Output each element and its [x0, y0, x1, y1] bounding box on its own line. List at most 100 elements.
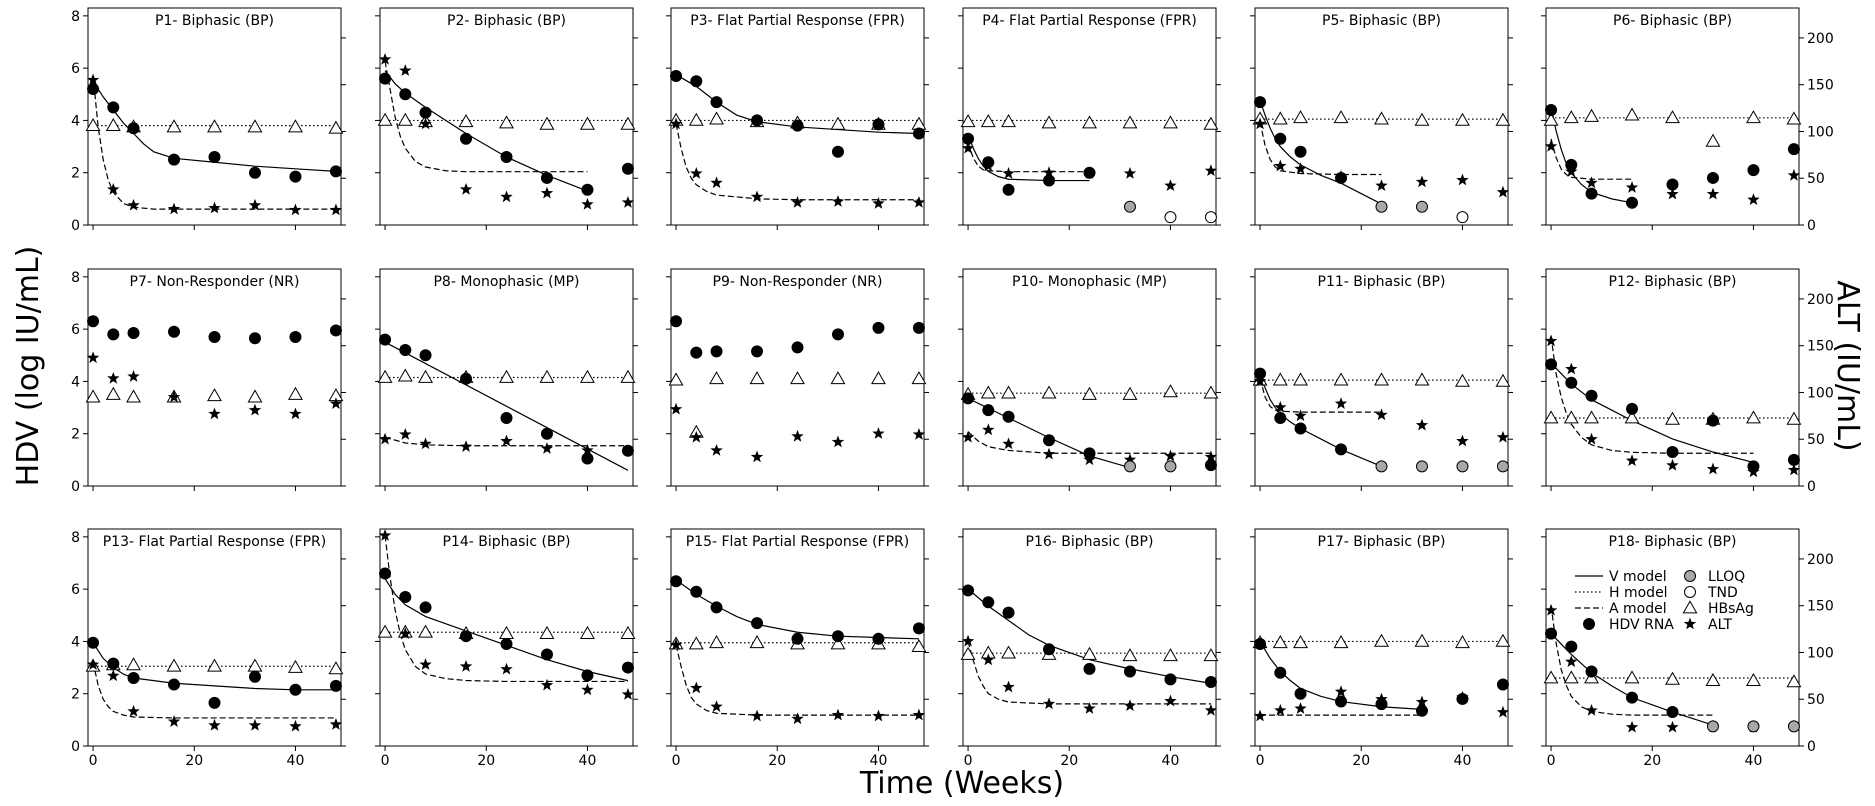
hbsag-point — [418, 624, 434, 638]
hdv-rna-point — [1274, 412, 1287, 425]
lloq-point — [1123, 460, 1136, 473]
alt-point — [459, 660, 473, 672]
y-left-tick-label: 8 — [71, 270, 80, 286]
tnd-point — [1164, 211, 1177, 224]
hbsag-point — [1122, 386, 1138, 400]
hdv-rna-point — [289, 683, 302, 696]
hdv-rna-point — [127, 672, 140, 685]
y-left-tick-label: 6 — [71, 322, 80, 338]
lloq-point-legend — [1684, 570, 1696, 582]
hbsag-point — [1624, 107, 1640, 121]
panel-17: P17- Biphasic (BP) 0 20 40 — [1250, 528, 1513, 769]
hdv-rna-point — [581, 452, 594, 465]
v-model-line — [1259, 100, 1382, 205]
alt-point — [1565, 362, 1578, 375]
alt-point — [540, 678, 554, 691]
y-left-tick-label: 0 — [71, 479, 80, 495]
hdv-rna-point — [710, 96, 723, 109]
lloq-point — [1787, 720, 1800, 733]
alt-point — [1294, 702, 1307, 714]
alt-point — [419, 437, 432, 450]
alt-point — [1625, 454, 1639, 466]
alt-point — [500, 434, 513, 447]
hbsag-point — [749, 635, 765, 649]
hbsag-point — [105, 117, 121, 132]
hbsag-point — [960, 114, 976, 128]
a-model-line — [384, 61, 588, 173]
hdv-rna-point — [1043, 174, 1056, 187]
hdv-rna-point — [289, 170, 302, 183]
hdv-rna-point — [1585, 187, 1598, 200]
alt-point — [1415, 695, 1429, 708]
hdv-rna-point — [751, 345, 764, 358]
hbsag-point — [830, 371, 846, 385]
panel-title: P3- Flat Partial Response (FPR) — [690, 13, 905, 29]
y-right-tick-label: 100 — [1807, 645, 1834, 661]
hdv-rna-point — [1294, 422, 1307, 435]
hdv-rna-point — [1335, 443, 1348, 456]
lloq-point — [1123, 200, 1136, 213]
alt-point — [1375, 179, 1388, 191]
hdv-rna-point — [1496, 678, 1509, 691]
lloq-point — [1375, 460, 1388, 473]
alt-point — [872, 196, 885, 209]
alt-point — [86, 351, 100, 364]
hbsag-point — [1293, 372, 1309, 386]
hbsag-point — [166, 119, 182, 133]
hbsag-point — [287, 119, 303, 133]
hdv-rna-point — [1415, 704, 1428, 717]
hdv-rna-point — [1002, 410, 1015, 423]
alt-point — [1585, 176, 1598, 189]
alt-point — [1496, 705, 1510, 718]
a-model-line — [92, 75, 336, 210]
hdv-rna-point — [1002, 183, 1015, 196]
hbsag-point — [1293, 110, 1309, 124]
alt-point — [872, 427, 885, 439]
hdv-rna-point — [791, 632, 804, 645]
alt-point — [86, 658, 100, 670]
hbsag-point — [397, 368, 413, 382]
hbsag-point — [1001, 114, 1017, 128]
legend-lloq-label: LLOQ — [1708, 569, 1745, 585]
a-model-line — [675, 644, 919, 716]
hbsag-point — [539, 625, 555, 639]
hdv-rna-point — [791, 119, 804, 132]
alt-point — [1456, 173, 1469, 186]
y-left-tick-label: 4 — [71, 374, 80, 390]
hbsag-point — [1333, 635, 1349, 649]
y-right-tick-label: 50 — [1807, 432, 1825, 448]
alt-point — [1375, 408, 1388, 421]
hbsag-point — [1705, 672, 1721, 686]
hdv-rna-point — [1083, 166, 1096, 179]
alt-point — [419, 658, 432, 670]
panel-14: P14- Biphasic (BP) 0 20 40 — [375, 528, 638, 769]
y-right-tick-label: 150 — [1807, 78, 1834, 94]
alt-point — [208, 201, 221, 214]
hdv-rna-point — [1787, 143, 1800, 156]
alt-point — [1204, 703, 1218, 716]
hbsag-point — [1624, 410, 1640, 424]
alt-point — [791, 429, 804, 442]
hdv-rna-point — [1043, 434, 1056, 447]
alt-point — [540, 186, 554, 199]
alt-point — [961, 430, 975, 443]
hdv-rna-point — [379, 333, 392, 346]
hbsag-point — [1203, 385, 1219, 399]
hbsag-point — [1272, 635, 1288, 649]
alt-point — [500, 662, 513, 675]
hdv-rna-point — [540, 648, 553, 661]
alt-point — [1164, 449, 1177, 462]
alt-point — [248, 403, 262, 416]
hdv-rna-point — [912, 622, 925, 635]
alt-point — [1496, 185, 1510, 198]
panel-title: P8- Monophasic (MP) — [433, 274, 579, 290]
hdv-rna-point — [962, 392, 975, 405]
hdv-rna-point — [399, 590, 412, 603]
alt-point — [1666, 720, 1679, 733]
hdv-rna-point — [419, 601, 432, 614]
alt-point — [167, 202, 181, 215]
alt-point — [710, 700, 723, 712]
y-right-tick-label: 200 — [1807, 552, 1834, 568]
hbsag-point — [377, 112, 393, 126]
